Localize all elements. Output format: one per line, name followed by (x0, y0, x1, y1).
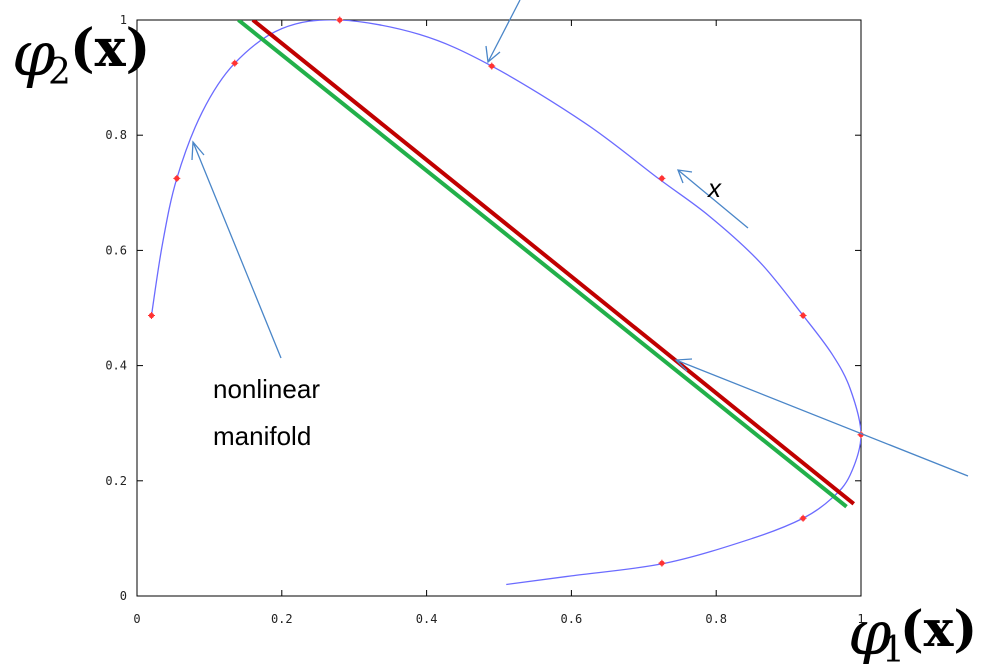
data-point-3 (336, 16, 344, 24)
x-tick-label-3: 0.6 (561, 612, 583, 626)
x-tick-label-1: 0.2 (271, 612, 293, 626)
arrow-x (676, 169, 749, 229)
straight-line-2 (251, 20, 856, 506)
x-tick-label-2: 0.4 (416, 612, 438, 626)
x-tick-label-0: 0 (133, 612, 140, 626)
straight-line-3 (237, 20, 848, 509)
data-point-8 (799, 514, 807, 522)
arrow-nonlinear-manifold (191, 140, 282, 359)
annotation-manifold: manifold (213, 421, 311, 451)
annotation-x: x (706, 173, 722, 203)
y-tick-label-2: 0.4 (105, 359, 127, 373)
x-axis-title: φ 1 (x) (848, 596, 977, 664)
y-tick-label-3: 0.6 (105, 243, 127, 257)
points-layer (147, 16, 865, 567)
data-point-0 (147, 311, 155, 319)
x-axis-title-phi: φ (848, 596, 892, 664)
manifold-curve (150, 20, 861, 586)
y-axis-title: φ 2 (x) (12, 17, 150, 93)
y-axis-title-phi: φ (12, 17, 56, 90)
data-point-6 (799, 311, 807, 319)
x-tick-label-5: 1 (857, 612, 864, 626)
arrow-top (485, 0, 521, 64)
data-point-4 (488, 62, 496, 70)
y-tick-label-4: 0.8 (105, 128, 127, 142)
x-tick-labels: 0 0.2 0.4 0.6 0.8 1 (133, 612, 864, 626)
y-tick-label-5: 1 (120, 13, 127, 27)
x-tick-label-4: 0.8 (705, 612, 727, 626)
y-tick-label-0: 0 (120, 589, 127, 603)
x-axis-title-arg: (x) (900, 599, 977, 658)
y-tick-label-1: 0.2 (105, 474, 127, 488)
y-axis-title-sub: 2 (48, 52, 71, 93)
series-layer (150, 20, 861, 586)
data-point-5 (658, 174, 666, 182)
data-point-1 (173, 174, 181, 182)
y-tick-labels: 0 0.2 0.4 0.6 0.8 1 (105, 13, 127, 603)
plot-frame (136, 19, 862, 597)
annotation-arrows (191, 0, 969, 477)
annotation-nonlinear: nonlinear (213, 374, 320, 404)
data-point-2 (231, 59, 239, 67)
x-axis-title-sub: 1 (882, 630, 905, 664)
arrow-line (674, 358, 969, 477)
tick-marks (136, 19, 862, 597)
y-axis-title-arg: (x) (70, 18, 150, 79)
data-point-9 (658, 559, 666, 567)
